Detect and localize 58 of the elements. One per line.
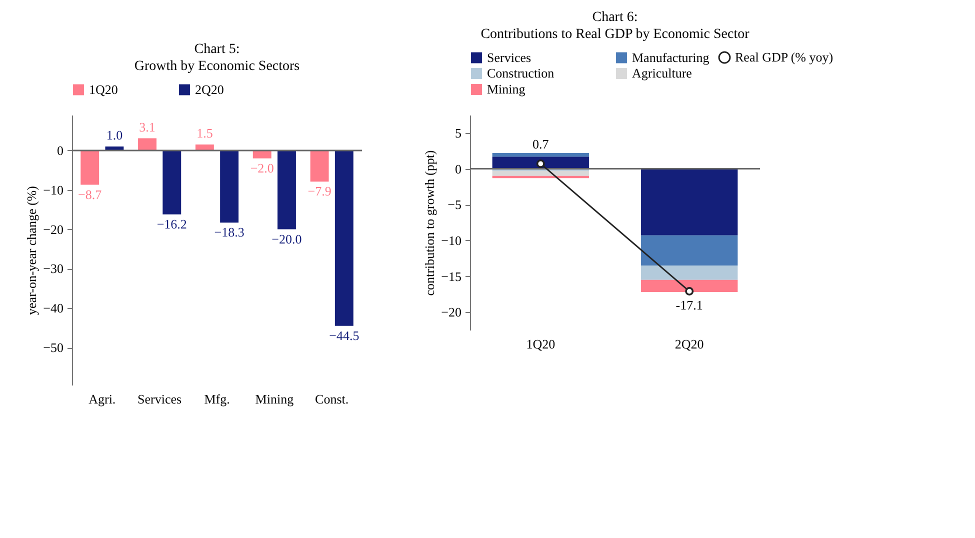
data-label: −18.3 [214, 224, 244, 240]
y-tick-label: −5 [448, 197, 462, 212]
data-label: 3.1 [139, 119, 156, 134]
chart-subtitle: Growth by Economic Sectors [134, 59, 300, 74]
chart-subtitle: Contributions to Real GDP by Economic Sector [480, 27, 750, 42]
data-label: 1.0 [106, 128, 123, 143]
y-tick-label: −10 [43, 182, 64, 198]
bar [492, 152, 589, 157]
bar [641, 235, 738, 266]
data-label: 0.7 [532, 136, 550, 152]
chart-title: Chart 5: [194, 42, 240, 57]
bar [641, 168, 738, 236]
bar [641, 266, 738, 280]
x-tick-label: Mfg. [204, 392, 230, 406]
bar [252, 150, 272, 158]
y-tick-label: −20 [441, 304, 462, 320]
chart-title: Chart 6: [592, 10, 638, 25]
y-axis-title: contribution to growth (ppt) [422, 150, 438, 296]
legend-label: 1Q20 [89, 82, 118, 97]
data-label: −20.0 [272, 231, 302, 246]
data-label: −2.0 [250, 160, 274, 176]
data-label: -17.1 [676, 297, 703, 312]
bar [310, 150, 329, 182]
y-axis-title: year-on-year change (%) [24, 186, 40, 315]
bar [80, 150, 100, 185]
y-tick-label: 0 [455, 161, 462, 176]
x-tick-label: Mining [255, 392, 294, 406]
bar [278, 150, 296, 230]
bar [492, 170, 589, 176]
y-tick-label: 5 [455, 125, 462, 140]
legend-label: Mining [487, 82, 526, 96]
legend-label: Real GDP (% yoy) [735, 50, 834, 64]
y-tick-label: 0 [57, 142, 64, 158]
data-label: −8.7 [78, 186, 102, 202]
bar [220, 150, 239, 223]
bar [138, 138, 156, 150]
legend-label: Manufacturing [632, 50, 710, 65]
legend-label: Services [487, 50, 532, 65]
y-tick-label: −50 [43, 340, 64, 356]
legend-label: 2Q20 [195, 82, 224, 97]
legend-label: Agriculture [632, 66, 692, 80]
y-tick-label: −40 [43, 300, 64, 316]
y-tick-label: −30 [43, 261, 64, 276]
data-label: −7.9 [308, 184, 332, 199]
x-tick-label: Agri. [88, 392, 116, 406]
y-tick-label: −15 [441, 268, 462, 284]
bar [492, 176, 589, 178]
legend-label: Construction [487, 66, 555, 80]
data-label: −16.2 [156, 216, 187, 232]
data-label: 1.5 [196, 126, 213, 141]
data-label: −44.5 [329, 328, 360, 343]
y-tick-label: −10 [441, 232, 462, 248]
bar [641, 280, 738, 292]
x-tick-label: Const. [315, 392, 349, 406]
bar [162, 150, 182, 214]
bar [334, 150, 354, 326]
x-tick-label: Services [138, 392, 182, 406]
y-tick-label: −20 [43, 222, 64, 237]
